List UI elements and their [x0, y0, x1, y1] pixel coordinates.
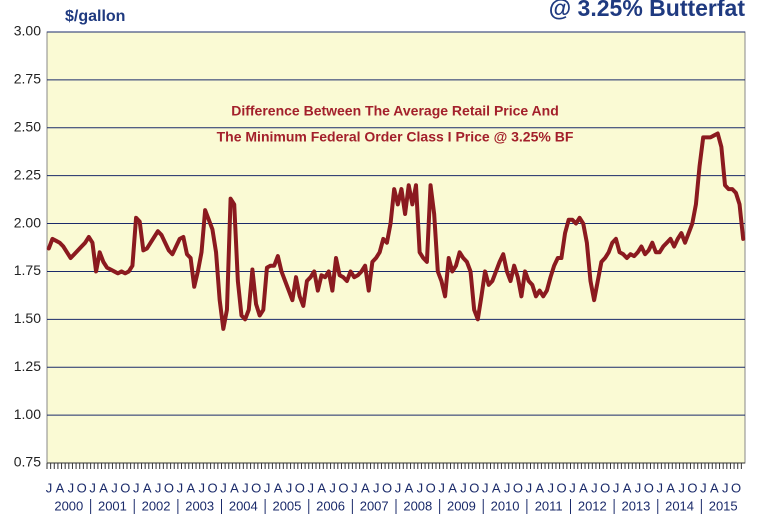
y-tick-label: 0.75 [14, 454, 41, 470]
y-tick-label: 1.50 [14, 310, 41, 326]
y-tick-label: 1.75 [14, 262, 41, 278]
x-tick-label: J [89, 480, 96, 495]
x-tick-label: A [535, 480, 544, 495]
x-tick-label: A [230, 480, 239, 495]
y-axis-label: $/gallon [65, 8, 125, 25]
x-tick-label: O [251, 480, 261, 495]
x-tick-label: A [317, 480, 326, 495]
x-tick-label: J [155, 480, 162, 495]
data-line [46, 131, 746, 331]
x-tick-label: O [644, 480, 654, 495]
y-tick-label: 2.00 [14, 214, 41, 230]
x-tick-label: J [133, 480, 140, 495]
x-tick-label: J [569, 480, 576, 495]
x-tick-label: J [286, 480, 293, 495]
x-tick-label: A [99, 480, 108, 495]
x-tick-label: J [460, 480, 467, 495]
x-tick-label: J [482, 480, 489, 495]
x-tick-label: J [417, 480, 424, 495]
x-tick-label: O [557, 480, 567, 495]
year-label: 2004 [229, 498, 258, 513]
x-tick-label: O [600, 480, 610, 495]
x-tick-label: O [77, 480, 87, 495]
chart-title: @ 3.25% Butterfat [549, 0, 746, 21]
x-tick-label: J [68, 480, 75, 495]
x-tick-label: O [469, 480, 479, 495]
y-tick-label: 1.00 [14, 406, 41, 422]
x-tick-label: A [448, 480, 457, 495]
x-tick-label: O [338, 480, 348, 495]
x-tick-label: J [657, 480, 664, 495]
year-label: 2012 [578, 498, 607, 513]
year-label: 2000 [54, 498, 83, 513]
year-label: 2013 [621, 498, 650, 513]
x-tick-label: A [143, 480, 152, 495]
x-tick-label: J [242, 480, 249, 495]
year-label: 2008 [403, 498, 432, 513]
x-tick-label: O [164, 480, 174, 495]
x-tick-label: J [395, 480, 402, 495]
x-tick-label: O [513, 480, 523, 495]
x-tick-label: J [198, 480, 205, 495]
y-tick-label: 2.50 [14, 118, 41, 134]
year-label: 2003 [185, 498, 214, 513]
y-tick-label: 2.25 [14, 166, 41, 182]
y-tick-label: 1.25 [14, 358, 41, 374]
year-label: 2002 [142, 498, 171, 513]
x-tick-label: A [274, 480, 283, 495]
x-tick-label: J [220, 480, 227, 495]
plot-area [46, 31, 746, 464]
x-tick-label: J [111, 480, 118, 495]
x-tick-label: A [56, 480, 65, 495]
x-tick-label: J [613, 480, 620, 495]
x-tick-label: O [687, 480, 697, 495]
x-tick-label: J [635, 480, 642, 495]
year-label: 2001 [98, 498, 127, 513]
x-tick-label: J [526, 480, 533, 495]
year-label: 2009 [447, 498, 476, 513]
x-tick-label: A [579, 480, 588, 495]
x-tick-label: O [731, 480, 741, 495]
x-tick-label: A [710, 480, 719, 495]
x-tick-label: O [208, 480, 218, 495]
year-label: 2011 [535, 498, 563, 513]
x-tick-label: J [177, 480, 184, 495]
x-tick-label: J [678, 480, 685, 495]
x-tick-label: J [591, 480, 598, 495]
x-tick-label: J [700, 480, 707, 495]
x-tick-label: J [547, 480, 554, 495]
year-label: 2005 [272, 498, 301, 513]
x-tick-label: O [382, 480, 392, 495]
y-tick-label: 3.00 [14, 23, 41, 39]
y-tick-label: 2.75 [14, 71, 41, 87]
x-tick-label: A [623, 480, 632, 495]
x-tick-label: J [46, 480, 53, 495]
x-tick-label: A [405, 480, 414, 495]
year-label: 2006 [316, 498, 345, 513]
x-tick-label: J [438, 480, 445, 495]
x-tick-label: J [373, 480, 380, 495]
x-tick-label: J [264, 480, 271, 495]
x-tick-label: A [361, 480, 370, 495]
x-tick-label: A [492, 480, 501, 495]
annotation: The Minimum Federal Order Class I Price … [217, 129, 574, 145]
year-label: 2010 [491, 498, 520, 513]
x-tick-label: J [308, 480, 315, 495]
x-tick-label: O [426, 480, 436, 495]
x-tick-label: O [120, 480, 130, 495]
x-tick-label: J [504, 480, 511, 495]
x-tick-label: J [722, 480, 729, 495]
x-tick-label: J [329, 480, 336, 495]
x-tick-label: O [295, 480, 305, 495]
year-label: 2014 [665, 498, 694, 513]
x-tick-label: J [351, 480, 358, 495]
x-tick-label: A [186, 480, 195, 495]
annotation: Difference Between The Average Retail Pr… [231, 103, 559, 119]
year-label: 2015 [709, 498, 738, 513]
x-tick-label: A [666, 480, 675, 495]
year-label: 2007 [360, 498, 389, 513]
